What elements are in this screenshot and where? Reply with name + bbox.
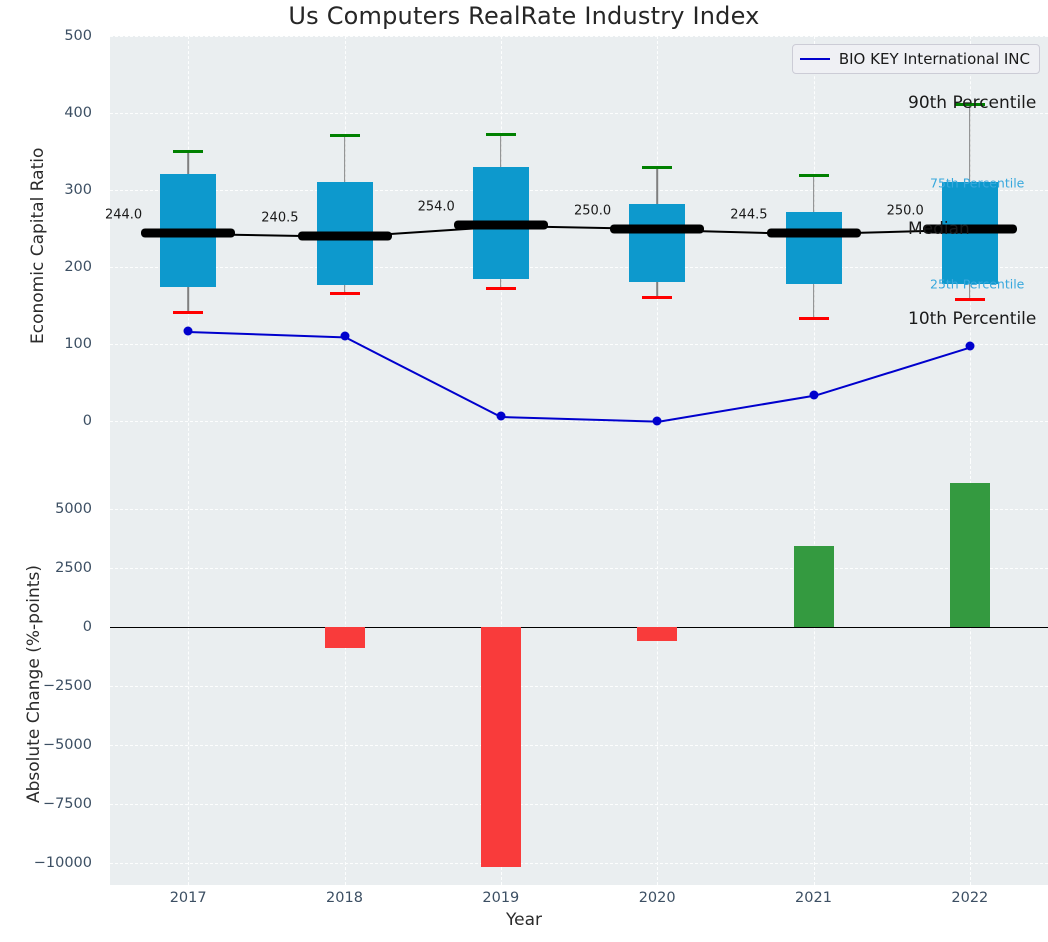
- gridline-horizontal: [110, 267, 1048, 268]
- top-y-axis: 0 100 200 300 400 500: [0, 28, 102, 461]
- gridline-horizontal: [110, 421, 1048, 422]
- boxplot-p10-cap: [173, 310, 204, 314]
- legend[interactable]: BIO KEY International INC: [791, 44, 1040, 74]
- gridline-vertical: [188, 461, 190, 885]
- zero-baseline: [110, 627, 1048, 628]
- annotation-90th-percentile: 90th Percentile: [908, 92, 1037, 113]
- x-tick-label: 2018: [326, 890, 363, 906]
- series-data-point[interactable]: [652, 416, 662, 426]
- median-value-label: 244.5: [730, 207, 768, 223]
- boxplot-p10-cap: [798, 317, 829, 321]
- boxplot-p10-cap: [642, 296, 673, 300]
- boxplot-box[interactable]: [629, 203, 686, 282]
- y-tick-label: −5000: [42, 737, 92, 753]
- gridline-horizontal: [110, 804, 1048, 805]
- median-value-label: 240.5: [261, 210, 299, 226]
- boxplot-median-bar: [297, 231, 392, 241]
- bar-2022[interactable]: [949, 483, 990, 627]
- boxplot-median-bar: [766, 228, 861, 238]
- boxplot-median-bar: [922, 224, 1017, 233]
- annotation-25th-percentile: 25th Percentile: [930, 276, 1025, 292]
- bottom-y-axis: −10000 −7500 −5000 −2500 0 2500 5000: [0, 461, 102, 885]
- x-tick-label: 2022: [951, 890, 989, 906]
- boxplot-box[interactable]: [785, 211, 842, 284]
- barchart-panel: [110, 461, 1048, 885]
- series-data-point[interactable]: [183, 326, 193, 336]
- y-tick-label: −10000: [33, 855, 92, 871]
- y-tick-label: −7500: [42, 796, 92, 812]
- boxplot-p90-cap: [642, 166, 673, 170]
- boxplot-p90-cap: [798, 173, 829, 177]
- boxplot-p90-cap: [173, 149, 204, 153]
- median-value-label: 250.0: [573, 203, 612, 218]
- gridline-horizontal: [110, 568, 1048, 569]
- gridline-horizontal: [110, 113, 1048, 114]
- series-data-point[interactable]: [809, 390, 818, 400]
- median-value-label: 254.0: [417, 199, 455, 215]
- annotation-10th-percentile: 10th Percentile: [908, 308, 1037, 329]
- gridline-vertical: [344, 461, 346, 885]
- y-tick-label: 300: [64, 182, 92, 198]
- gridline-horizontal: [110, 36, 1048, 37]
- bar-2018[interactable]: [324, 627, 365, 648]
- legend-line-swatch: [799, 58, 830, 60]
- y-tick-label: 0: [82, 619, 92, 635]
- boxplot-p10-cap: [954, 297, 985, 301]
- boxplot-median-bar: [453, 220, 548, 230]
- boxplot-median-bar: [610, 224, 705, 233]
- y-tick-label: 500: [64, 28, 92, 44]
- boxplot-p10-cap: [329, 291, 360, 295]
- gridline-vertical: [657, 461, 659, 885]
- bar-2020[interactable]: [637, 627, 678, 642]
- gridline-vertical: [813, 461, 815, 885]
- y-tick-label: 5000: [55, 501, 92, 517]
- x-tick-label: 2017: [169, 890, 207, 906]
- boxplot-box[interactable]: [941, 182, 998, 284]
- series-data-point[interactable]: [496, 411, 506, 421]
- y-tick-label: 200: [64, 259, 92, 275]
- boxplot-p90-cap: [954, 102, 985, 106]
- boxplot-p90-cap: [329, 133, 360, 137]
- y-tick-label: 2500: [55, 560, 92, 576]
- annotation-75th-percentile: 75th Percentile: [930, 175, 1025, 191]
- y-tick-label: 0: [82, 413, 92, 429]
- y-tick-label: 100: [64, 336, 92, 352]
- annotation-median: Median: [908, 218, 970, 239]
- bottom-y-axis-title: Absolute Change (%-points): [24, 565, 44, 803]
- gridline-horizontal: [110, 686, 1048, 687]
- bar-2021[interactable]: [793, 546, 834, 627]
- top-y-axis-title: Economic Capital Ratio: [28, 147, 48, 344]
- boxplot-median-bar: [141, 228, 236, 238]
- x-tick-label: 2020: [638, 890, 676, 906]
- y-tick-label: −2500: [42, 678, 92, 694]
- boxplot-p90-cap: [485, 133, 516, 137]
- x-axis-title: Year: [506, 910, 542, 930]
- legend-label: BIO KEY International INC: [838, 50, 1030, 68]
- page-title: Us Computers RealRate Industry Index: [288, 2, 760, 30]
- bar-2019[interactable]: [480, 627, 521, 867]
- y-tick-label: 400: [64, 105, 92, 121]
- gridline-horizontal: [110, 745, 1048, 746]
- gridline-horizontal: [110, 344, 1048, 345]
- gridline-horizontal: [110, 863, 1048, 864]
- gridline-vertical: [969, 461, 971, 885]
- x-tick-label: 2019: [482, 890, 520, 906]
- gridline-horizontal: [110, 509, 1048, 510]
- series-data-point[interactable]: [340, 331, 349, 341]
- series-data-point[interactable]: [965, 341, 975, 351]
- median-value-label: 250.0: [886, 203, 924, 218]
- median-value-label: 244.0: [104, 207, 143, 223]
- boxplot-p10-cap: [485, 287, 516, 291]
- x-tick-label: 2021: [795, 890, 832, 906]
- gridline-horizontal: [110, 190, 1048, 191]
